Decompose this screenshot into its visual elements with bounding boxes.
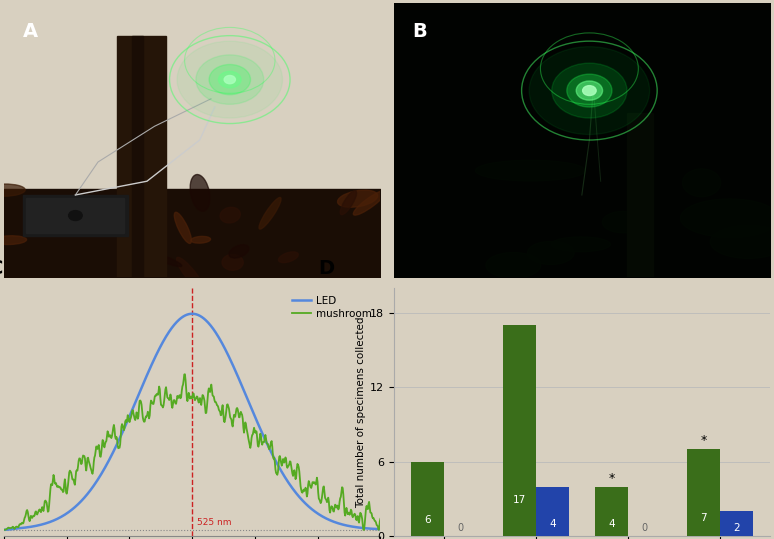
Circle shape xyxy=(177,41,283,118)
Text: 4: 4 xyxy=(549,519,556,529)
Bar xyxy=(26,198,125,233)
Ellipse shape xyxy=(602,211,644,233)
mushroom xyxy=(375,516,385,522)
mushroom xyxy=(222,406,231,413)
Ellipse shape xyxy=(353,190,386,215)
Text: B: B xyxy=(413,22,427,41)
Ellipse shape xyxy=(27,211,50,235)
Bar xyxy=(627,113,653,278)
Text: 4: 4 xyxy=(608,519,615,529)
Ellipse shape xyxy=(176,257,204,292)
LED xyxy=(170,322,179,328)
Bar xyxy=(594,487,628,536)
Text: *: * xyxy=(700,434,707,447)
Text: D: D xyxy=(318,259,334,278)
Bar xyxy=(132,36,143,278)
Circle shape xyxy=(218,71,241,88)
Ellipse shape xyxy=(279,252,298,262)
mushroom xyxy=(252,428,261,434)
Bar xyxy=(22,195,128,236)
Circle shape xyxy=(69,211,82,220)
Ellipse shape xyxy=(190,175,210,211)
Line: mushroom: mushroom xyxy=(4,374,380,530)
LED xyxy=(96,472,105,478)
Text: 0: 0 xyxy=(457,523,464,533)
Bar xyxy=(117,36,166,278)
Bar xyxy=(720,512,753,536)
Bar xyxy=(536,487,569,536)
Ellipse shape xyxy=(106,216,121,232)
Y-axis label: Total number of specimens collected: Total number of specimens collected xyxy=(355,316,365,508)
mushroom xyxy=(0,527,9,533)
LED xyxy=(283,479,293,485)
Ellipse shape xyxy=(0,236,26,245)
Circle shape xyxy=(583,86,596,95)
Ellipse shape xyxy=(486,253,541,278)
Ellipse shape xyxy=(551,237,611,252)
LED xyxy=(252,416,261,422)
Circle shape xyxy=(529,47,649,135)
Ellipse shape xyxy=(683,169,721,197)
Bar xyxy=(687,450,720,536)
Bar xyxy=(411,462,444,536)
Circle shape xyxy=(567,74,612,107)
mushroom xyxy=(180,371,190,377)
LED xyxy=(222,348,231,355)
Circle shape xyxy=(209,65,251,95)
Text: A: A xyxy=(22,22,38,41)
Text: 0: 0 xyxy=(642,523,648,533)
Ellipse shape xyxy=(527,241,574,265)
Text: 17: 17 xyxy=(512,495,526,505)
Ellipse shape xyxy=(337,190,378,208)
Ellipse shape xyxy=(122,244,154,261)
Ellipse shape xyxy=(222,254,243,271)
Legend: LED, mushroom: LED, mushroom xyxy=(289,293,375,322)
Ellipse shape xyxy=(259,197,281,229)
LED xyxy=(375,526,385,533)
LED xyxy=(0,527,9,533)
Ellipse shape xyxy=(116,198,137,229)
Text: 6: 6 xyxy=(424,515,430,525)
Text: *: * xyxy=(608,472,615,485)
mushroom xyxy=(283,463,293,469)
Ellipse shape xyxy=(140,267,158,285)
Ellipse shape xyxy=(475,160,586,181)
LED xyxy=(187,310,197,317)
Ellipse shape xyxy=(191,237,211,243)
Ellipse shape xyxy=(174,212,191,244)
LED xyxy=(66,508,75,514)
Ellipse shape xyxy=(146,252,182,266)
Ellipse shape xyxy=(220,208,241,223)
Ellipse shape xyxy=(229,245,249,258)
Line: LED: LED xyxy=(4,314,380,530)
mushroom xyxy=(66,468,75,475)
Ellipse shape xyxy=(341,191,357,215)
Text: C: C xyxy=(0,259,3,278)
Ellipse shape xyxy=(680,199,774,237)
Bar xyxy=(503,325,536,536)
mushroom xyxy=(96,453,105,460)
Text: 7: 7 xyxy=(700,513,707,523)
Text: 525 nm: 525 nm xyxy=(197,517,231,527)
Text: 2: 2 xyxy=(733,523,740,533)
Ellipse shape xyxy=(0,184,26,196)
Circle shape xyxy=(224,75,235,84)
Circle shape xyxy=(196,55,264,105)
Circle shape xyxy=(552,63,627,118)
Circle shape xyxy=(576,81,603,100)
mushroom xyxy=(170,397,179,403)
Ellipse shape xyxy=(711,225,774,258)
